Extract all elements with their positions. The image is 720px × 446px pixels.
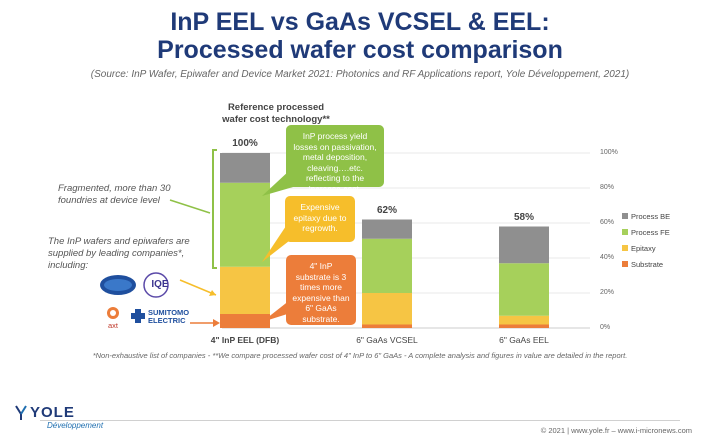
yole-logo-icon — [15, 405, 27, 420]
sumitomo-logo-icon — [131, 309, 145, 323]
footnote: *Non-exhaustive list of companies - **We… — [92, 351, 628, 360]
legend-item: Process BE — [622, 212, 670, 222]
sumitomo-logo-text: SUMITOMO ELECTRIC — [148, 308, 190, 325]
bar-segment-process-fe — [220, 182, 270, 267]
title-line-2: Processed wafer cost comparison — [157, 36, 563, 64]
legend-label: Process FE — [631, 228, 670, 237]
bar-segment-process-be — [362, 219, 412, 239]
y-tick-label: 0% — [600, 324, 611, 331]
iqe-logo-text: IQE — [151, 279, 169, 290]
category-label: 4" InP EEL (DFB) — [210, 335, 280, 345]
legend-swatch — [622, 245, 628, 251]
category-label: 6" GaAs EEL — [499, 335, 549, 345]
arrow-wafers-head — [209, 290, 216, 296]
legend-item: Epitaxy — [622, 244, 656, 254]
y-tick-label: 20% — [600, 289, 615, 296]
arrow-fragmented — [169, 199, 211, 214]
bar-segment-epitaxy — [220, 266, 270, 314]
copyright: © 2021 | www.yole.fr – www.i-micronews.c… — [540, 426, 692, 435]
y-tick-label: 40% — [600, 254, 615, 261]
reference-label-line-1: Reference processed — [227, 102, 325, 113]
bar-segment-epitaxy — [362, 293, 412, 325]
category-label: 6" GaAs VCSEL — [356, 335, 418, 345]
supplier-logos-top — [100, 272, 169, 298]
footer-divider — [40, 420, 680, 421]
note-fragmented: Fragmented, more than 30 foundries at de… — [58, 183, 171, 206]
bar-segment-substrate — [499, 324, 549, 328]
yole-logo-text: YOLE — [30, 404, 75, 421]
arrow-substrate-head — [213, 319, 220, 327]
reference-label: Reference processed wafer cost technolog… — [196, 102, 356, 126]
callout-process: InP process yield losses on passivation,… — [286, 125, 384, 194]
axt-logo-text: axt — [107, 321, 118, 330]
bar-segment-process-be — [499, 226, 549, 264]
bar-total-label: 62% — [376, 204, 397, 216]
bar-segment-process-fe — [362, 238, 412, 293]
bar-segment-substrate — [362, 324, 412, 328]
legend-label: Process BE — [631, 212, 671, 221]
bar-segment-process-fe — [499, 263, 549, 316]
bar-segment-epitaxy — [499, 315, 549, 325]
iqe-logo-icon — [143, 272, 169, 298]
legend-swatch — [622, 213, 628, 219]
y-tick-label: 80% — [600, 184, 615, 191]
legend-label: Substrate — [631, 260, 664, 269]
callout-substrate: 4" InP substrate is 3 times more expensi… — [286, 255, 356, 325]
axt-logo-icon — [107, 307, 119, 319]
bar-total-label: 58% — [513, 211, 534, 223]
yole-logo-subtitle: Développement — [47, 421, 104, 430]
bar-segment-substrate — [220, 314, 270, 328]
reference-label-line-2: wafer cost technology** — [222, 114, 330, 125]
y-tick-label: 60% — [600, 219, 615, 226]
legend-item: Substrate — [622, 260, 663, 270]
legend-swatch — [622, 229, 628, 235]
legend-swatch — [622, 261, 628, 267]
note-wafer-suppliers: The InP wafers and epiwafers are supplie… — [48, 236, 190, 271]
legend-label: Epitaxy — [631, 244, 656, 253]
arrow-wafers — [179, 279, 217, 296]
y-tick-label: 100% — [600, 149, 618, 156]
legend-item: Process FE — [622, 228, 670, 238]
bracket-fragmented — [212, 149, 217, 269]
callout-epitaxy: Expensive epitaxy due to regrowth. — [285, 196, 355, 242]
bars-layer — [220, 153, 549, 328]
title-line-1: InP EEL vs GaAs VCSEL & EEL: — [170, 8, 550, 36]
source-citation: (Source: InP Wafer, Epiwafer and Device … — [90, 69, 630, 80]
bar-total-label: 100% — [232, 138, 258, 149]
bar-segment-process-be — [220, 153, 270, 183]
